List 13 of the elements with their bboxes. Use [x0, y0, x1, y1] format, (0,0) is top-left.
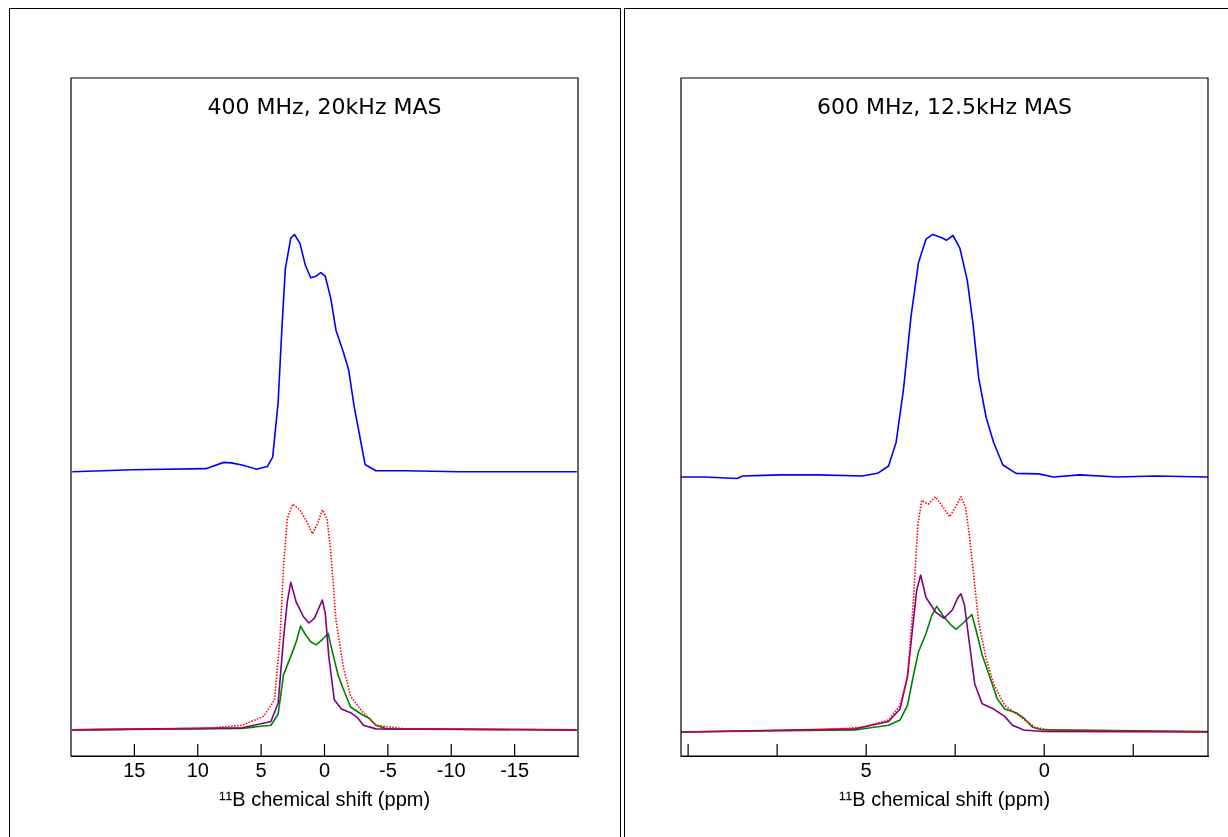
x-tick-label: 0	[318, 758, 331, 781]
x-tick-label: -5	[378, 758, 397, 781]
x-axis-title: ¹¹B chemical shift (ppm)	[218, 787, 431, 810]
x-tick-label: -10	[436, 758, 466, 781]
x-tick-label: 5	[860, 758, 872, 781]
x-tick-label: 0	[1038, 758, 1050, 781]
x-tick-label: 10	[186, 758, 209, 781]
x-tick-label: 5	[255, 758, 267, 781]
x-tick-label: -15	[500, 758, 530, 781]
x-tick-label: 15	[123, 758, 146, 781]
chart-title: 400 MHz, 20kHz MAS	[207, 94, 442, 119]
x-axis-title: ¹¹B chemical shift (ppm)	[838, 787, 1051, 810]
chart-title: 600 MHz, 12.5kHz MAS	[817, 94, 1072, 119]
